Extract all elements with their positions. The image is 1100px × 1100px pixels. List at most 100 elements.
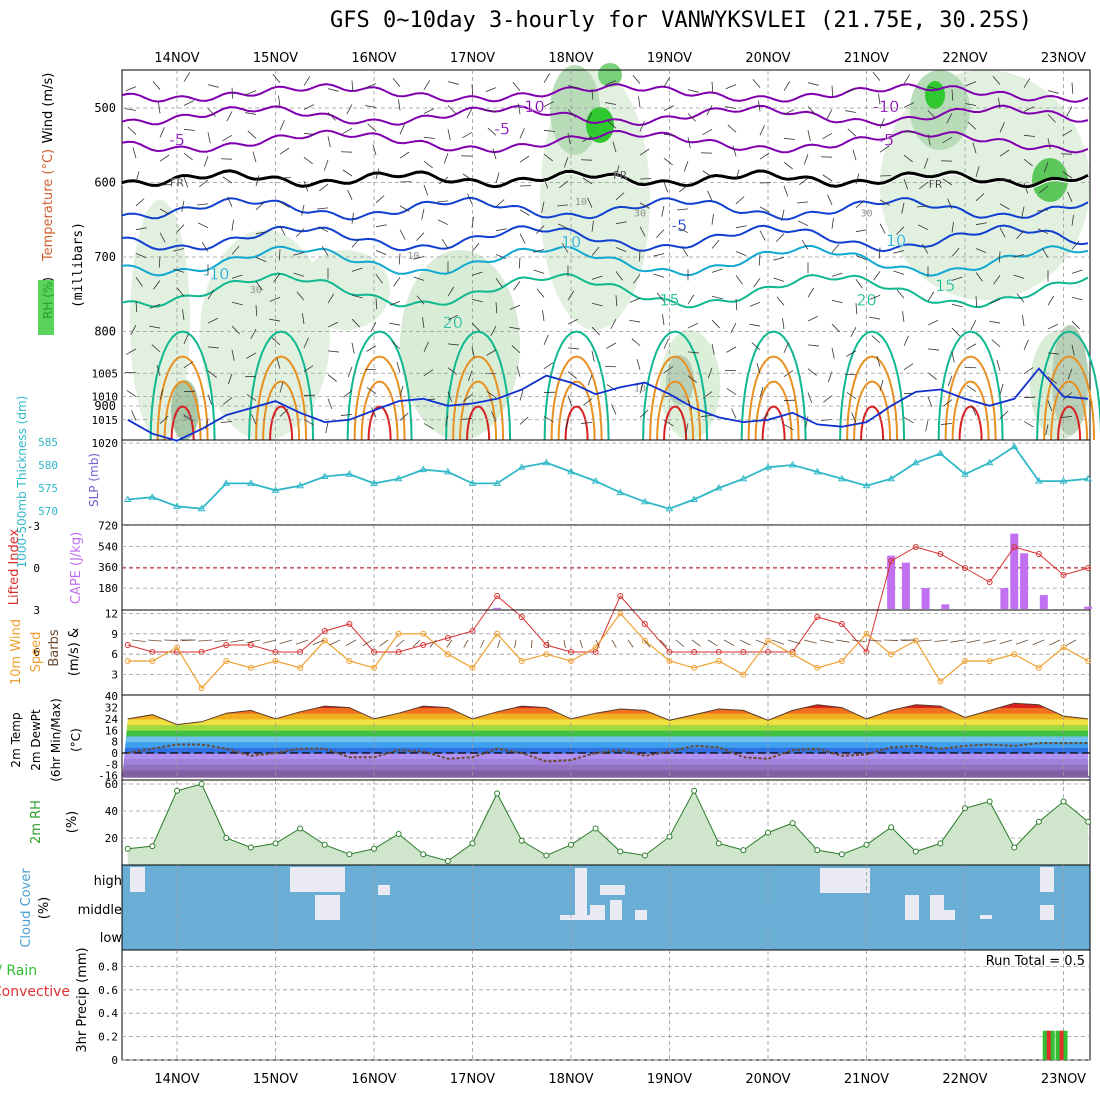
rh-marker (321, 841, 328, 848)
slp-tick: 1015 (92, 414, 119, 427)
wind-barb (850, 326, 857, 337)
wind-barb (366, 387, 377, 394)
thickness-marker (739, 474, 748, 482)
lifted-index-marker (814, 614, 821, 620)
temperature-arch (747, 355, 800, 441)
wind-barb (639, 148, 650, 156)
wind-barb (399, 151, 410, 159)
lifted-index-line (127, 546, 1089, 654)
rh-contour-label: 10 (575, 197, 587, 208)
wind-barb (341, 414, 353, 416)
temperature-arch (663, 405, 688, 441)
wind-barb (317, 226, 329, 233)
thickness-marker (1084, 474, 1093, 482)
wind-barb (461, 418, 473, 420)
wind-barb (278, 95, 281, 107)
temperature-arch (459, 380, 498, 441)
date-label-bottom: 19NOV (647, 1072, 692, 1087)
surface-wind-barb (246, 639, 261, 644)
wind-barb (485, 87, 497, 93)
rh-color-key (38, 280, 54, 335)
wind-barb (951, 351, 955, 363)
wind-barb (847, 128, 857, 137)
thickness-marker (690, 495, 699, 502)
lifted-index-marker (494, 593, 501, 599)
lifted-axis-label: Lifted Index (7, 528, 22, 605)
wind-barb (797, 220, 809, 227)
wind-barb (807, 130, 811, 142)
wind-barb (371, 407, 377, 418)
wind-barb (801, 239, 809, 250)
thickness-marker (173, 502, 181, 509)
date-label-bottom: 21NOV (844, 1072, 889, 1087)
temperature-axis-label: Temperature (°C) (41, 149, 56, 262)
temp-tick: 0 (111, 747, 118, 760)
wind-barb (992, 75, 1001, 85)
pressure-tick: 700 (94, 250, 116, 264)
lifted-index-marker (1085, 565, 1092, 571)
wind-barb (269, 318, 281, 322)
temp-units-label: (°C) (69, 728, 83, 752)
wind-barb (1071, 269, 1083, 274)
wind-speed-marker (494, 630, 501, 637)
wind-barb (687, 322, 699, 329)
temperature-arch (149, 330, 216, 441)
wind-speed-marker (198, 685, 205, 692)
temperature-arch (944, 355, 997, 441)
wind-barb (399, 205, 410, 212)
wind-barb (366, 345, 377, 352)
precip-tick: 0.8 (98, 960, 118, 973)
temperature-arch (1057, 405, 1082, 441)
wind-barb (182, 309, 185, 321)
wind-barb (1022, 315, 1025, 327)
wind-barb (183, 361, 194, 369)
lifted-index-marker (962, 565, 968, 571)
wind-barb (447, 314, 459, 321)
thickness-marker (961, 470, 969, 477)
wind-barb (471, 216, 474, 228)
wind-barb (807, 287, 815, 298)
wind-barb (653, 253, 665, 257)
wind-barb (591, 326, 600, 336)
wind-barb (543, 416, 554, 423)
rh-marker (518, 837, 525, 844)
wind-barb (615, 192, 625, 201)
rh-marker (346, 851, 353, 858)
wind-barb (989, 320, 1001, 324)
wind-barb (869, 294, 881, 300)
rh-marker (592, 825, 599, 832)
wind-barb (251, 414, 257, 425)
rh-contour-label: 10 (634, 383, 646, 394)
temperature-arch (642, 330, 709, 441)
wind-barb (227, 373, 233, 385)
wind-barb (487, 127, 497, 136)
surface-wind-barb (1065, 639, 1077, 646)
wind-barb (279, 225, 286, 236)
cloud-patch (1040, 867, 1054, 892)
date-label-top: 20NOV (745, 51, 790, 66)
wind-barb (255, 231, 267, 235)
rh-tick: 20 (105, 832, 118, 845)
wind-barb (413, 276, 425, 281)
wind-barb (1023, 339, 1029, 351)
wind-barb (255, 175, 260, 187)
wind-barbs-axis-label: Barbs (47, 629, 62, 666)
wind-barb (879, 145, 890, 153)
wind-speed-marker (641, 637, 648, 644)
wind-barb (663, 366, 674, 374)
wind-barb (687, 113, 696, 122)
wind-barb (1047, 90, 1059, 94)
wind-barb (519, 389, 524, 401)
wind-barb (639, 202, 650, 209)
wind-barb (486, 349, 497, 356)
wind-barb (663, 105, 675, 111)
temperature-arch (853, 380, 892, 441)
wind-barb (389, 322, 401, 326)
temperature-arch (1043, 355, 1096, 441)
wind-barb (893, 270, 905, 275)
wind-barb (759, 152, 770, 160)
wind-barb (707, 190, 713, 202)
wind-barb (207, 317, 219, 324)
wind-barb (687, 137, 691, 149)
rh-contour-label: 30 (181, 413, 193, 424)
